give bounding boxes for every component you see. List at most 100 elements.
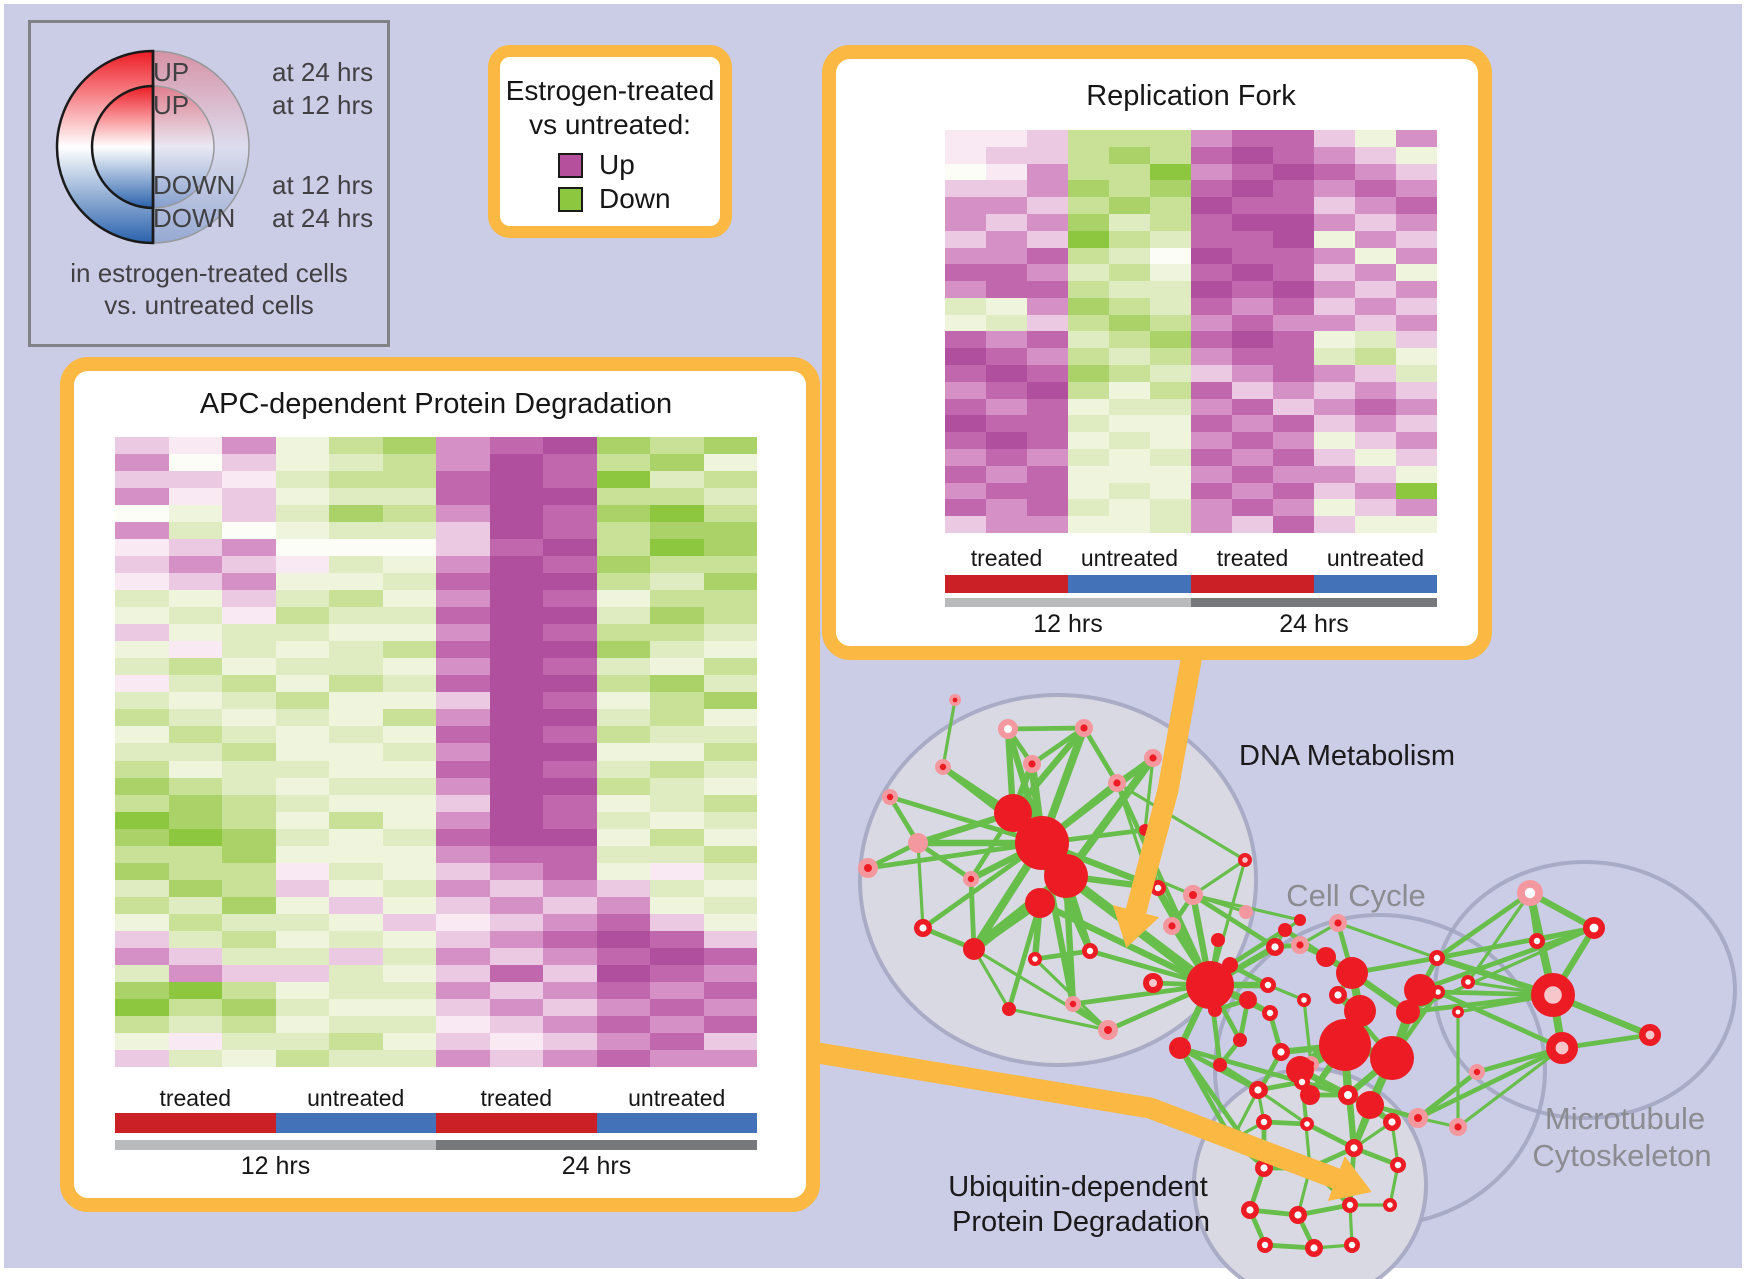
heatmap-cell (1027, 247, 1068, 265)
heatmap-cell (168, 1032, 222, 1050)
heatmap-cell (275, 930, 329, 948)
heatmap-cell (115, 522, 169, 540)
heatmap-cell (650, 794, 704, 812)
heatmap-cell (1150, 230, 1191, 248)
heatmap-cell (1232, 146, 1273, 164)
treated-bar-segment (115, 1113, 276, 1133)
heatmap-cell (1150, 331, 1191, 349)
heatmap-cell (382, 522, 436, 540)
heatmap-cell (1150, 499, 1191, 517)
heatmap-cell (168, 1049, 222, 1067)
heatmap-cell (222, 539, 276, 557)
heatmap-cell (650, 947, 704, 965)
heatmap-cell (382, 539, 436, 557)
heatmap-cell (1027, 516, 1068, 533)
heatmap-cell (115, 896, 169, 914)
heatmap-cell (703, 488, 757, 506)
heatmap-cell (168, 1015, 222, 1033)
heatmap-cell (596, 607, 650, 625)
heatmap-cell (222, 743, 276, 761)
heatmap-cell (1068, 499, 1109, 517)
heatmap-cell (1109, 230, 1150, 248)
heatmap-cell (275, 794, 329, 812)
heatmap-cell (436, 488, 490, 506)
heatmap-cell (650, 505, 704, 523)
heatmap-cell (1109, 499, 1150, 517)
heatmap-cell (1191, 163, 1232, 181)
heatmap-cell (222, 913, 276, 931)
heatmap-cell (1355, 314, 1396, 332)
heatmap-cell (436, 879, 490, 897)
heatmap-cell (1109, 213, 1150, 231)
heatmap-cell (382, 930, 436, 948)
heatmap-cell (222, 692, 276, 710)
heatmap-cell (703, 471, 757, 489)
apc-degradation-heatmap (115, 437, 757, 1067)
heatmap-cell (115, 488, 169, 506)
heatmap-cell (1232, 180, 1273, 198)
heatmap-cell (1273, 230, 1314, 248)
12hrs-bar-segment (115, 1140, 436, 1150)
heatmap-cell (329, 981, 383, 999)
heatmap-cell (945, 516, 986, 533)
heatmap-cell (222, 624, 276, 642)
heatmap-cell (168, 471, 222, 489)
heatmap-cell (1355, 146, 1396, 164)
heatmap-cell (1396, 163, 1437, 181)
heatmap-cell (1232, 381, 1273, 399)
heatmap-cell (222, 641, 276, 659)
heatmap-cell (986, 230, 1027, 248)
heatmap-cell (945, 499, 986, 517)
heatmap-cell (596, 505, 650, 523)
heatmap-cell (650, 828, 704, 846)
heatmap-cell (168, 896, 222, 914)
heatmap-cell (115, 573, 169, 591)
heatmap-cell (1232, 297, 1273, 315)
heatmap-cell (1027, 415, 1068, 433)
heatmap-cell (382, 658, 436, 676)
heatmap-cell (543, 522, 597, 540)
heatmap-cell (436, 675, 490, 693)
heatmap-cell (543, 981, 597, 999)
heatmap-cell (436, 726, 490, 744)
heatmap-cell (115, 1015, 169, 1033)
24hrs-bar-segment (1191, 598, 1437, 607)
heatmap-cell (382, 794, 436, 812)
heatmap-cell (543, 862, 597, 880)
heatmap-cell (382, 726, 436, 744)
inner-right-faded-half (152, 85, 215, 209)
heatmap-cell (1109, 197, 1150, 214)
heatmap-cell (1191, 230, 1232, 248)
heatmap-cell (382, 692, 436, 710)
heatmap-cell (543, 488, 597, 506)
heatmap-cell (329, 879, 383, 897)
heatmap-cell (596, 539, 650, 557)
heatmap-cell (115, 641, 169, 659)
heatmap-cell (382, 709, 436, 727)
heatmap-cell (1068, 432, 1109, 450)
heatmap-cell (596, 794, 650, 812)
heatmap-cell (703, 777, 757, 795)
heatmap-cell (489, 998, 543, 1016)
heatmap-cell (1273, 449, 1314, 466)
heatmap-cell (1109, 180, 1150, 198)
heatmap-cell (1355, 331, 1396, 349)
heatmap-cell (1273, 432, 1314, 450)
heatmap-cell (1109, 247, 1150, 265)
heatmap-cell (650, 845, 704, 863)
heatmap-cell (1355, 281, 1396, 298)
heatmap-cell (1027, 146, 1068, 164)
heatmap-cell (168, 658, 222, 676)
heatmap-cell (275, 505, 329, 523)
heatmap-cell (1314, 230, 1355, 248)
heatmap-cell (168, 777, 222, 795)
heatmap-cell (596, 811, 650, 829)
heatmap-cell (650, 726, 704, 744)
heatmap-cell (543, 896, 597, 914)
heatmap-cell (703, 862, 757, 880)
scale-dir-label: UP (153, 57, 190, 87)
heatmap-cell (1396, 213, 1437, 231)
heatmap-cell (1191, 432, 1232, 450)
heatmap-cell (543, 505, 597, 523)
cluster-label-cytoskeleton: Cytoskeleton (1532, 1138, 1712, 1173)
